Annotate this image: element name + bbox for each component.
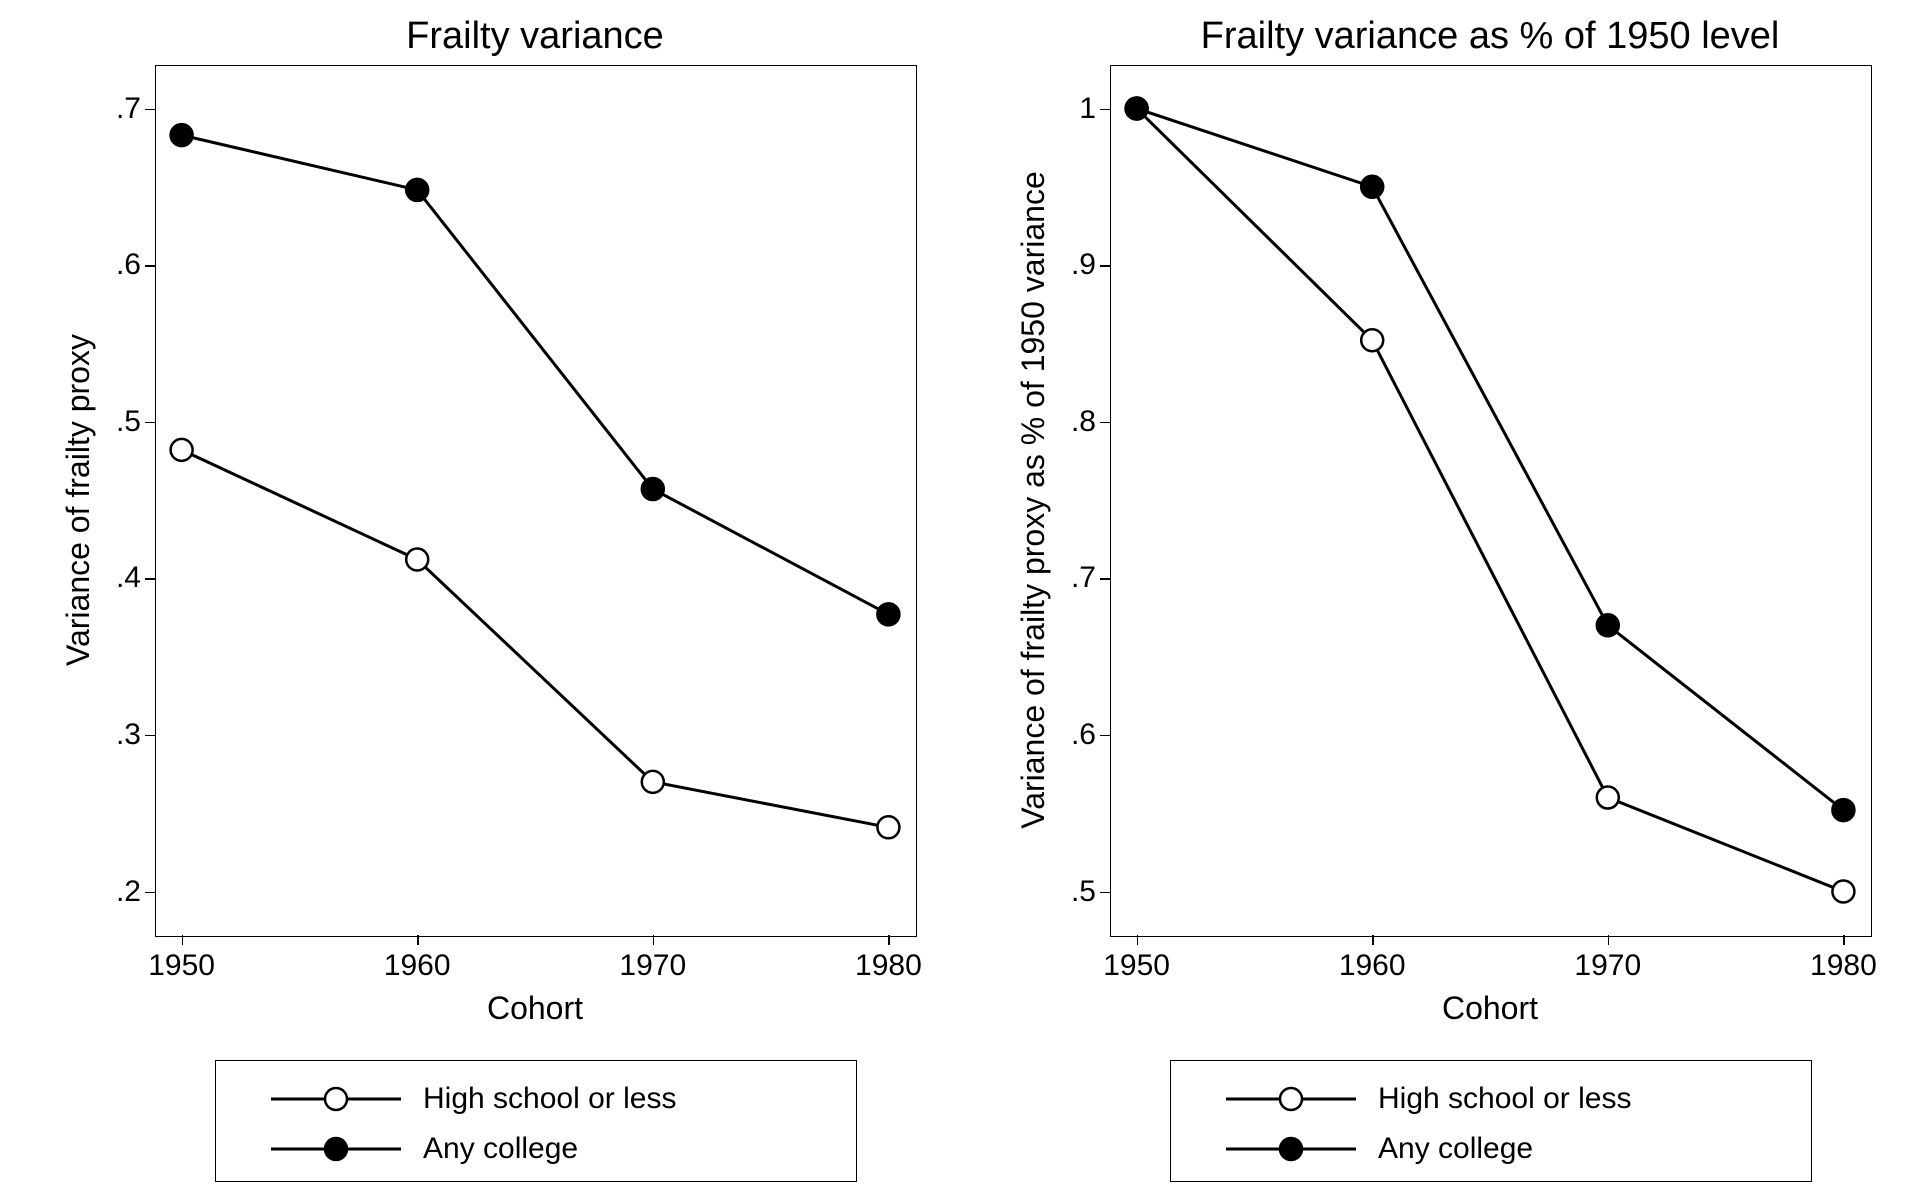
x-tick-label: 1980 xyxy=(1803,949,1883,983)
filled-circle-marker xyxy=(1126,98,1148,120)
y-tick xyxy=(145,109,155,111)
filled-circle-marker xyxy=(1832,799,1854,821)
y-tick-label: 1 xyxy=(1079,92,1096,126)
y-axis-label: Variance of frailty proxy as % of 1950 v… xyxy=(1015,65,1052,935)
x-tick xyxy=(888,935,890,945)
open-circle-marker xyxy=(642,771,664,793)
x-tick-label: 1960 xyxy=(1332,949,1412,983)
x-tick-label: 1970 xyxy=(1568,949,1648,983)
y-axis-label: Variance of frailty proxy xyxy=(60,65,97,935)
x-tick xyxy=(1843,935,1845,945)
legend-swatch xyxy=(271,1084,401,1114)
legend-item: High school or less xyxy=(1226,1079,1631,1119)
x-tick-label: 1950 xyxy=(142,949,222,983)
series-line xyxy=(182,135,889,614)
y-tick xyxy=(1100,892,1110,894)
y-tick xyxy=(1100,578,1110,580)
x-axis-label: Cohort xyxy=(155,990,915,1027)
y-tick xyxy=(145,265,155,267)
y-tick xyxy=(1100,735,1110,737)
filled-circle-marker xyxy=(877,603,899,625)
filled-circle-marker xyxy=(642,478,664,500)
x-tick-label: 1970 xyxy=(613,949,693,983)
y-tick xyxy=(145,892,155,894)
x-tick-label: 1950 xyxy=(1097,949,1177,983)
legend: High school or less Any college xyxy=(215,1060,857,1182)
y-tick xyxy=(1100,422,1110,424)
legend-item: Any college xyxy=(1226,1129,1533,1169)
y-tick-label: .7 xyxy=(1071,561,1096,595)
chart-title: Frailty variance xyxy=(155,15,915,58)
legend-item: Any college xyxy=(271,1129,578,1169)
legend-swatch xyxy=(1226,1134,1356,1164)
y-tick xyxy=(1100,109,1110,111)
open-circle-marker xyxy=(406,549,428,571)
y-tick-label: .6 xyxy=(1071,718,1096,752)
x-tick xyxy=(1608,935,1610,945)
chart-svg xyxy=(155,65,915,935)
y-tick-label: .2 xyxy=(116,875,141,909)
open-circle-marker xyxy=(1832,881,1854,903)
filled-circle-marker xyxy=(1361,176,1383,198)
open-circle-marker xyxy=(877,816,899,838)
y-tick xyxy=(145,735,155,737)
legend-item: High school or less xyxy=(271,1079,676,1119)
x-tick-label: 1980 xyxy=(848,949,928,983)
x-tick xyxy=(182,935,184,945)
x-tick xyxy=(1137,935,1139,945)
open-circle-marker xyxy=(1361,329,1383,351)
open-circle-marker xyxy=(1597,787,1619,809)
y-tick xyxy=(1100,265,1110,267)
x-tick xyxy=(417,935,419,945)
legend: High school or less Any college xyxy=(1170,1060,1812,1182)
legend-swatch xyxy=(1226,1084,1356,1114)
open-circle-marker xyxy=(171,439,193,461)
x-tick xyxy=(653,935,655,945)
legend-label: Any college xyxy=(1378,1132,1533,1166)
y-tick-label: .3 xyxy=(116,718,141,752)
y-tick-label: .9 xyxy=(1071,248,1096,282)
chart-svg xyxy=(1110,65,1870,935)
y-tick-label: .4 xyxy=(116,561,141,595)
y-tick-label: .8 xyxy=(1071,405,1096,439)
y-tick-label: .5 xyxy=(116,405,141,439)
x-axis-label: Cohort xyxy=(1110,990,1870,1027)
filled-circle-marker xyxy=(1597,614,1619,636)
legend-label: High school or less xyxy=(423,1082,676,1116)
filled-circle-marker xyxy=(171,124,193,146)
series-line xyxy=(1137,109,1844,892)
chart-title: Frailty variance as % of 1950 level xyxy=(1110,15,1870,58)
filled-circle-marker xyxy=(406,179,428,201)
legend-swatch xyxy=(271,1134,401,1164)
legend-label: Any college xyxy=(423,1132,578,1166)
legend-label: High school or less xyxy=(1378,1082,1631,1116)
figure: Frailty variance 1950 1960 1970 1980 .2 .3 .4 .5… xyxy=(0,0,1920,1202)
series-line xyxy=(182,450,889,827)
x-tick xyxy=(1372,935,1374,945)
y-tick-label: .5 xyxy=(1071,875,1096,909)
y-tick-label: .7 xyxy=(116,92,141,126)
y-tick xyxy=(145,578,155,580)
x-tick-label: 1960 xyxy=(377,949,457,983)
y-tick xyxy=(145,422,155,424)
y-tick-label: .6 xyxy=(116,248,141,282)
